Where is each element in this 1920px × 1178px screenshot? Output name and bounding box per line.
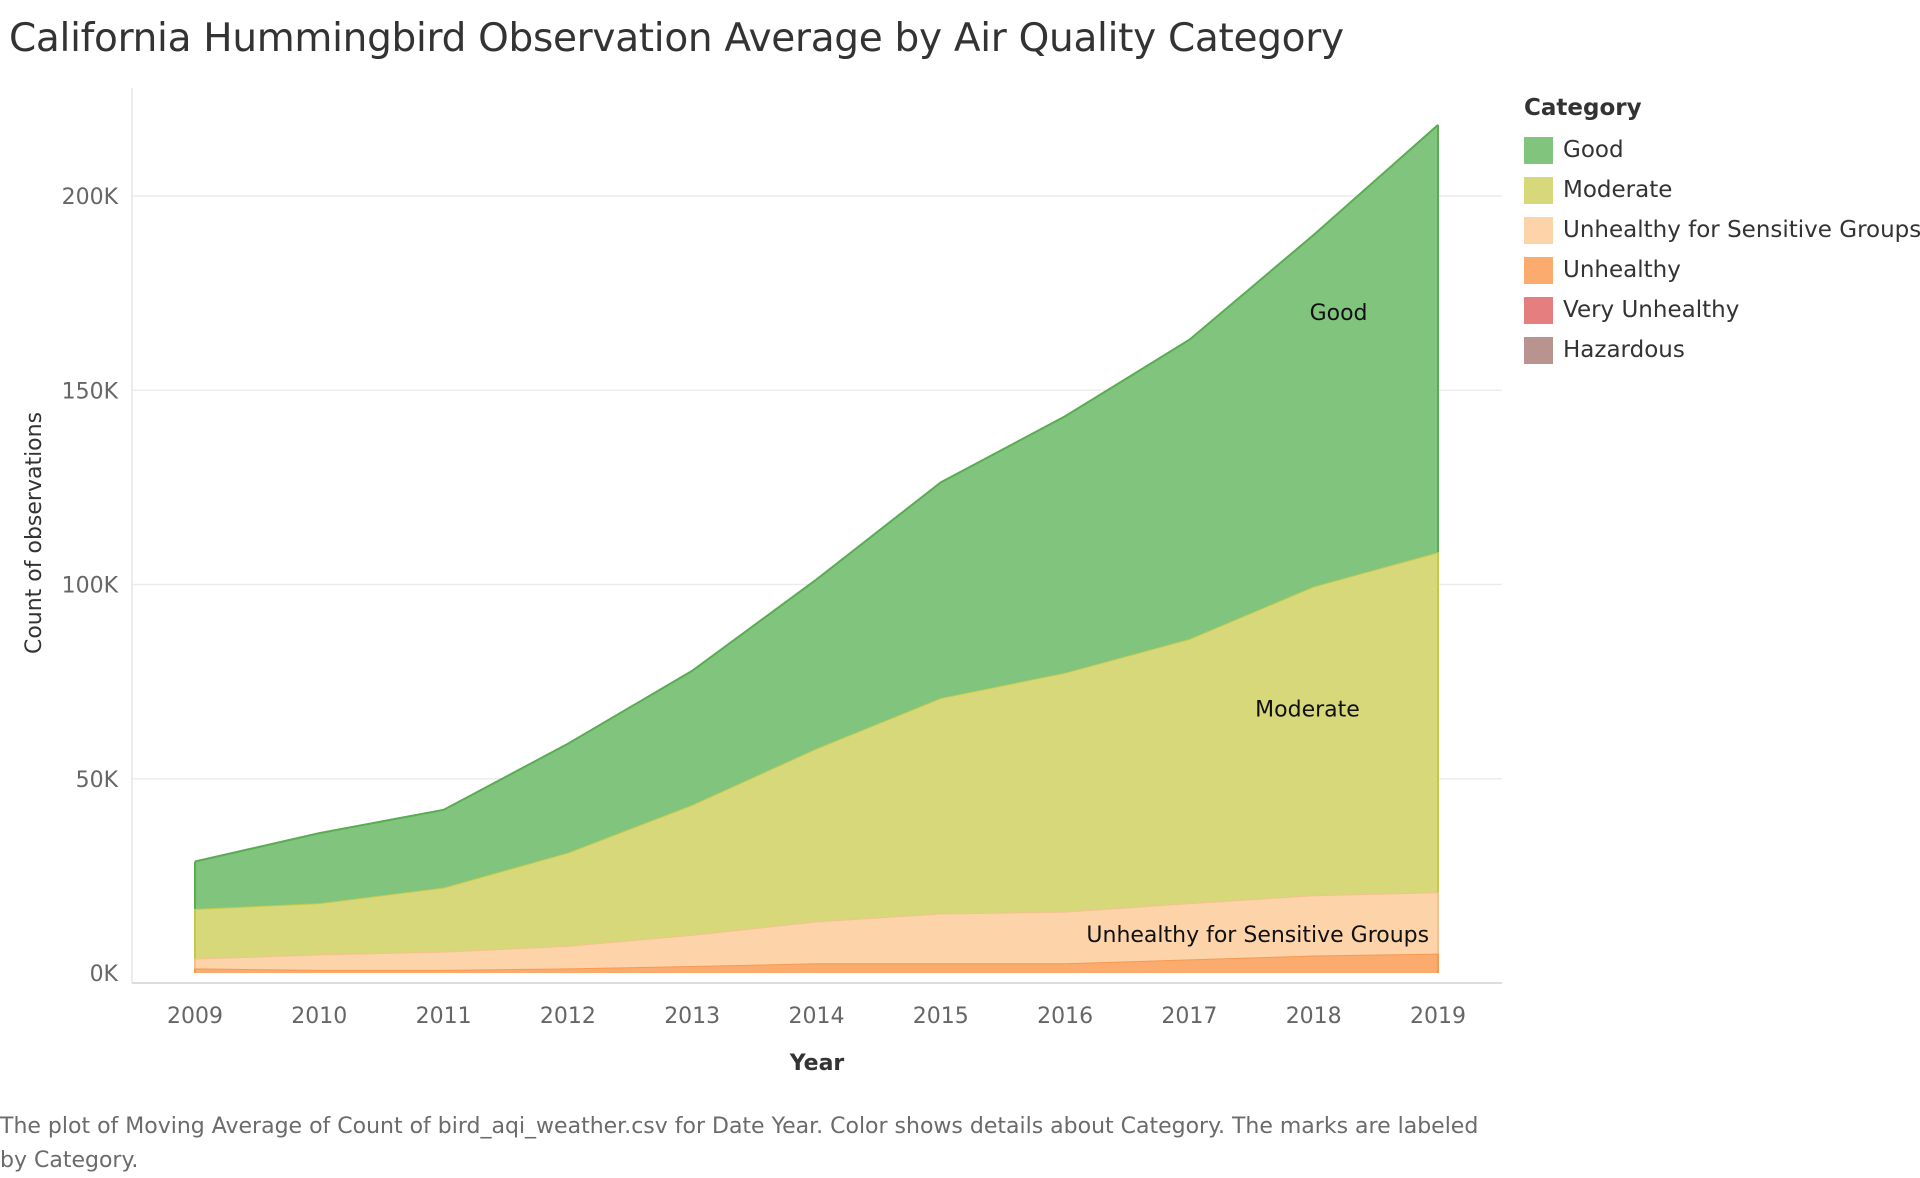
legend-item-unhealthy-for-sensitive-groups[interactable]: Unhealthy for Sensitive Groups <box>1524 210 1920 250</box>
legend-label: Hazardous <box>1563 337 1685 363</box>
area-label-unhealthy-for-sensitive-groups: Unhealthy for Sensitive Groups <box>1086 923 1429 948</box>
y-tick-label: 150K <box>62 379 119 404</box>
area-label-moderate: Moderate <box>1255 698 1360 723</box>
legend-item-good[interactable]: Good <box>1524 130 1914 170</box>
stacked-areas <box>194 124 1439 973</box>
legend-swatch <box>1524 136 1553 164</box>
legend-swatch <box>1524 256 1553 284</box>
y-axis-title: Count of observations <box>22 412 47 654</box>
legend-item-moderate[interactable]: Moderate <box>1524 170 1914 210</box>
y-tick-label: 100K <box>62 574 119 599</box>
legend-label: Very Unhealthy <box>1563 297 1740 323</box>
area-good[interactable] <box>195 124 1438 909</box>
area-label-good: Good <box>1310 301 1368 326</box>
legend-swatch <box>1524 296 1553 324</box>
x-tick-label: 2015 <box>913 1004 969 1029</box>
line-good <box>194 124 1439 863</box>
legend: Category Good Moderate Unhealthy for Sensi… <box>1524 92 1920 370</box>
legend-title: Category <box>1524 95 1642 121</box>
x-tick-label: 2018 <box>1286 1004 1342 1029</box>
chart-title: California Hummingbird Observation Avera… <box>9 16 1344 61</box>
axes <box>131 88 1502 984</box>
y-tick-label: 0K <box>90 962 119 987</box>
legend-swatch <box>1524 216 1553 244</box>
legend-swatch <box>1524 336 1553 364</box>
area-unhealthy-for-sensitive-groups[interactable] <box>195 892 1438 970</box>
x-tick-label: 2011 <box>416 1004 472 1029</box>
legend-label: Unhealthy <box>1563 257 1681 283</box>
legend-label: Unhealthy for Sensitive Groups <box>1563 217 1920 243</box>
legend-item-unhealthy[interactable]: Unhealthy <box>1524 250 1914 290</box>
x-axis-title: Year <box>789 1051 845 1076</box>
legend-swatch <box>1524 176 1553 204</box>
chart-caption: The plot of Moving Average of Count of b… <box>0 1114 1479 1173</box>
legend-label: Good <box>1563 137 1624 163</box>
x-tick-label: 2009 <box>167 1004 223 1029</box>
x-tick-label: 2012 <box>540 1004 596 1029</box>
area-moderate[interactable] <box>195 552 1438 959</box>
legend-items: Good Moderate Unhealthy for Sensitive Grou… <box>1524 130 1920 370</box>
legend-label: Moderate <box>1563 177 1673 203</box>
y-tick-labels: 0K 50K 100K 150K 200K <box>62 185 119 987</box>
area-labels: Good Moderate Unhealthy for Sensitive Grou… <box>1086 301 1429 948</box>
x-tick-labels: 2009 2010 2011 2012 2013 2014 2015 2016 2017 2018… <box>167 1004 1466 1029</box>
x-tick-label: 2016 <box>1037 1004 1093 1029</box>
y-tick-label: 200K <box>62 185 119 210</box>
legend-item-very-unhealthy[interactable]: Very Unhealthy <box>1524 290 1914 330</box>
x-tick-label: 2014 <box>789 1004 845 1029</box>
x-tick-label: 2019 <box>1410 1004 1466 1029</box>
x-tick-label: 2010 <box>291 1004 347 1029</box>
x-tick-label: 2013 <box>664 1004 720 1029</box>
x-tick-label: 2017 <box>1161 1004 1217 1029</box>
y-tick-label: 50K <box>76 768 119 793</box>
legend-item-hazardous[interactable]: Hazardous <box>1524 330 1914 370</box>
